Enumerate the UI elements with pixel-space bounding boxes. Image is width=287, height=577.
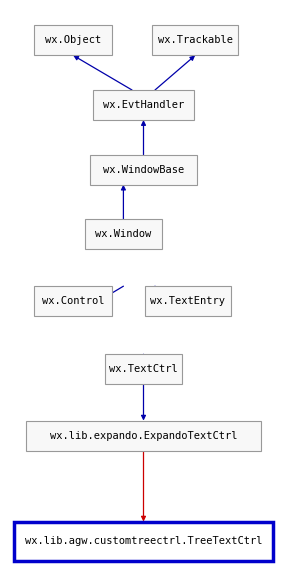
FancyBboxPatch shape: [34, 25, 112, 55]
Text: wx.WindowBase: wx.WindowBase: [103, 164, 184, 175]
Text: wx.Control: wx.Control: [42, 296, 104, 306]
FancyBboxPatch shape: [105, 354, 182, 384]
Text: wx.lib.expando.ExpandoTextCtrl: wx.lib.expando.ExpandoTextCtrl: [50, 430, 237, 441]
FancyBboxPatch shape: [90, 155, 197, 185]
Text: wx.EvtHandler: wx.EvtHandler: [103, 100, 184, 110]
FancyBboxPatch shape: [26, 421, 261, 451]
Text: wx.TextCtrl: wx.TextCtrl: [109, 364, 178, 374]
Text: wx.lib.agw.customtreectrl.TreeTextCtrl: wx.lib.agw.customtreectrl.TreeTextCtrl: [25, 536, 262, 546]
FancyBboxPatch shape: [85, 219, 162, 249]
FancyBboxPatch shape: [145, 286, 231, 316]
Text: wx.Object: wx.Object: [45, 35, 101, 46]
Text: wx.Trackable: wx.Trackable: [158, 35, 233, 46]
FancyBboxPatch shape: [34, 286, 112, 316]
FancyBboxPatch shape: [152, 25, 238, 55]
FancyBboxPatch shape: [14, 522, 273, 561]
Text: wx.TextEntry: wx.TextEntry: [150, 296, 226, 306]
Text: wx.Window: wx.Window: [95, 229, 152, 239]
FancyBboxPatch shape: [93, 90, 194, 120]
